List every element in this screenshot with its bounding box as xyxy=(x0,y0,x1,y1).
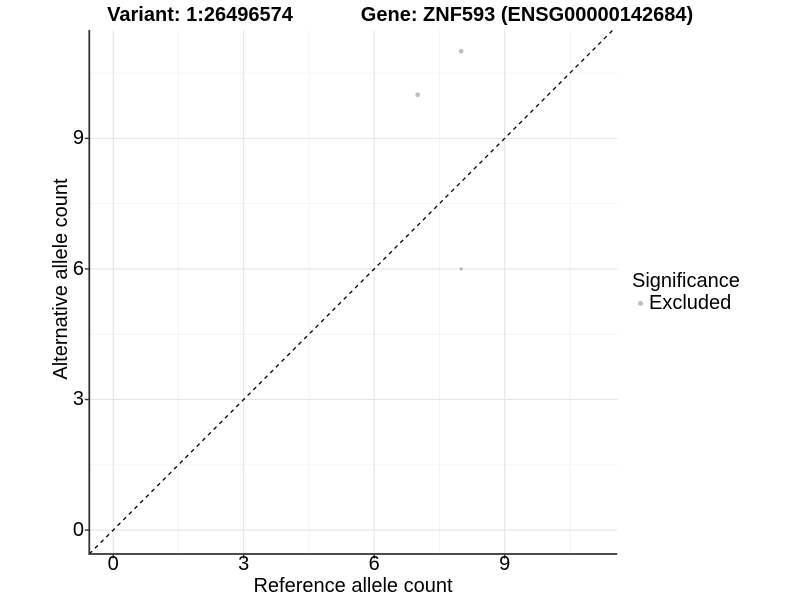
x-axis-label: Reference allele count xyxy=(253,575,453,597)
plot-title-gene: Gene: ZNF593 (ENSG00000142684) xyxy=(360,4,694,26)
x-tick-label: 6 xyxy=(368,553,380,575)
y-tick-label: 6 xyxy=(72,257,84,280)
data-point xyxy=(458,48,464,54)
y-tick-label: 3 xyxy=(72,388,84,411)
legend-item-excluded: Excluded xyxy=(638,292,740,314)
plot-title-variant: Variant: 1:26496574 xyxy=(107,4,293,26)
x-tick-label: 3 xyxy=(238,553,250,575)
x-tick-label: 9 xyxy=(499,553,511,575)
y-tick-label: 0 xyxy=(72,519,84,542)
data-point xyxy=(415,92,420,98)
x-tick-label: 0 xyxy=(107,553,119,575)
plot-panel xyxy=(84,28,618,559)
y-axis-label: Alternative allele count xyxy=(50,178,72,380)
legend-item-label: Excluded xyxy=(649,292,732,314)
legend-key-dot-icon xyxy=(638,300,643,306)
legend-title: Significance xyxy=(632,270,740,292)
identity-reference-line xyxy=(88,28,616,555)
y-tick-label: 9 xyxy=(72,127,84,150)
legend: Significance Excluded xyxy=(632,270,740,315)
data-point xyxy=(459,267,463,271)
